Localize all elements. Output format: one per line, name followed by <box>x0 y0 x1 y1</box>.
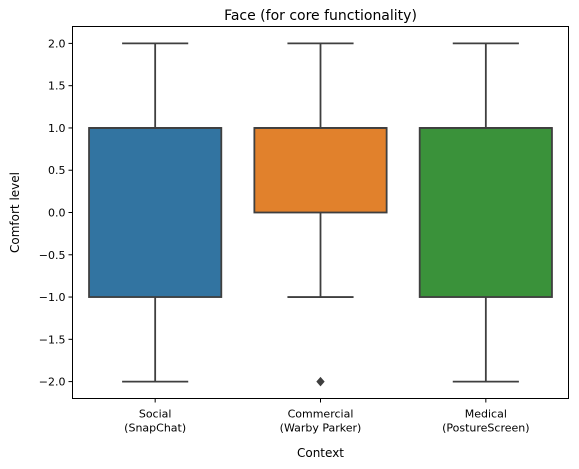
iqr-box <box>418 127 553 298</box>
ticks-layer: −2.0 −1.5 −1.0 −0.5 0.0 0.5 1.0 1.5 2.0 Social (Sn… <box>39 37 530 434</box>
box-group <box>253 42 388 387</box>
x-tick-label: Medical (PostureScreen) <box>442 408 529 435</box>
y-tick-label: −1.5 <box>39 333 66 346</box>
y-tick-label: 1.5 <box>48 80 66 93</box>
x-tick-label: Commercial (Warby Parker) <box>280 408 362 435</box>
y-tick-label: −1.0 <box>39 291 66 304</box>
x-tick-label-line: Commercial <box>288 408 354 421</box>
y-tick-label: 0.0 <box>48 207 66 220</box>
x-tick-label-line: (Warby Parker) <box>280 422 362 435</box>
y-tick-label: 0.5 <box>48 164 66 177</box>
x-tick-label-line: Medical <box>465 408 507 421</box>
outlier-point <box>316 376 325 387</box>
iqr-box <box>253 127 388 214</box>
box-group <box>418 42 553 383</box>
y-axis-label: Comfort level <box>8 172 22 253</box>
y-tick-label: 2.0 <box>48 37 66 50</box>
x-tick-label-line: (PostureScreen) <box>442 422 529 435</box>
plot-layer <box>88 42 553 387</box>
x-tick-label-line: Social <box>139 408 172 421</box>
chart-title: Face (for core functionality) <box>224 8 417 24</box>
y-tick-label: −0.5 <box>39 249 66 262</box>
box-group <box>88 42 223 383</box>
y-tick-label: 1.0 <box>48 122 66 135</box>
x-tick-label: Social (SnapChat) <box>124 408 186 435</box>
iqr-box <box>88 127 223 298</box>
x-tick-label-line: (SnapChat) <box>124 422 186 435</box>
x-axis-label: Context <box>297 446 344 460</box>
y-tick-label: −2.0 <box>39 376 66 389</box>
